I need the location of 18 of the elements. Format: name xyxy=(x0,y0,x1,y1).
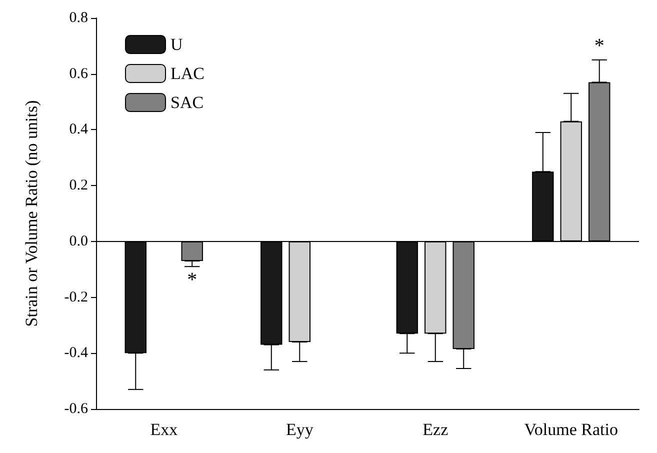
y-tick-label: -0.2 xyxy=(64,289,88,306)
x-tick-label: Volume Ratio xyxy=(524,420,618,439)
y-tick-label: 0.2 xyxy=(69,178,88,194)
annotation: * xyxy=(187,269,198,292)
x-tick-label: Exx xyxy=(150,420,178,439)
y-tick-label: 0.0 xyxy=(69,233,88,250)
y-tick-label: 0.4 xyxy=(69,122,88,138)
y-tick-label: 0.8 xyxy=(69,10,88,26)
annotation: * xyxy=(594,35,604,58)
x-tick-label: Ezz xyxy=(422,420,449,439)
x-tick-label: Eyy xyxy=(286,420,314,439)
legend-label: U xyxy=(170,35,183,54)
legend-label: SAC xyxy=(170,93,204,112)
legend-label: LAC xyxy=(170,64,204,83)
y-tick-label: 0.6 xyxy=(69,66,88,82)
y-tick-label: -0.6 xyxy=(64,401,88,417)
y-axis-title: Strain or Volume Ratio (no units) xyxy=(22,100,41,327)
y-tick-label: -0.4 xyxy=(64,345,88,362)
